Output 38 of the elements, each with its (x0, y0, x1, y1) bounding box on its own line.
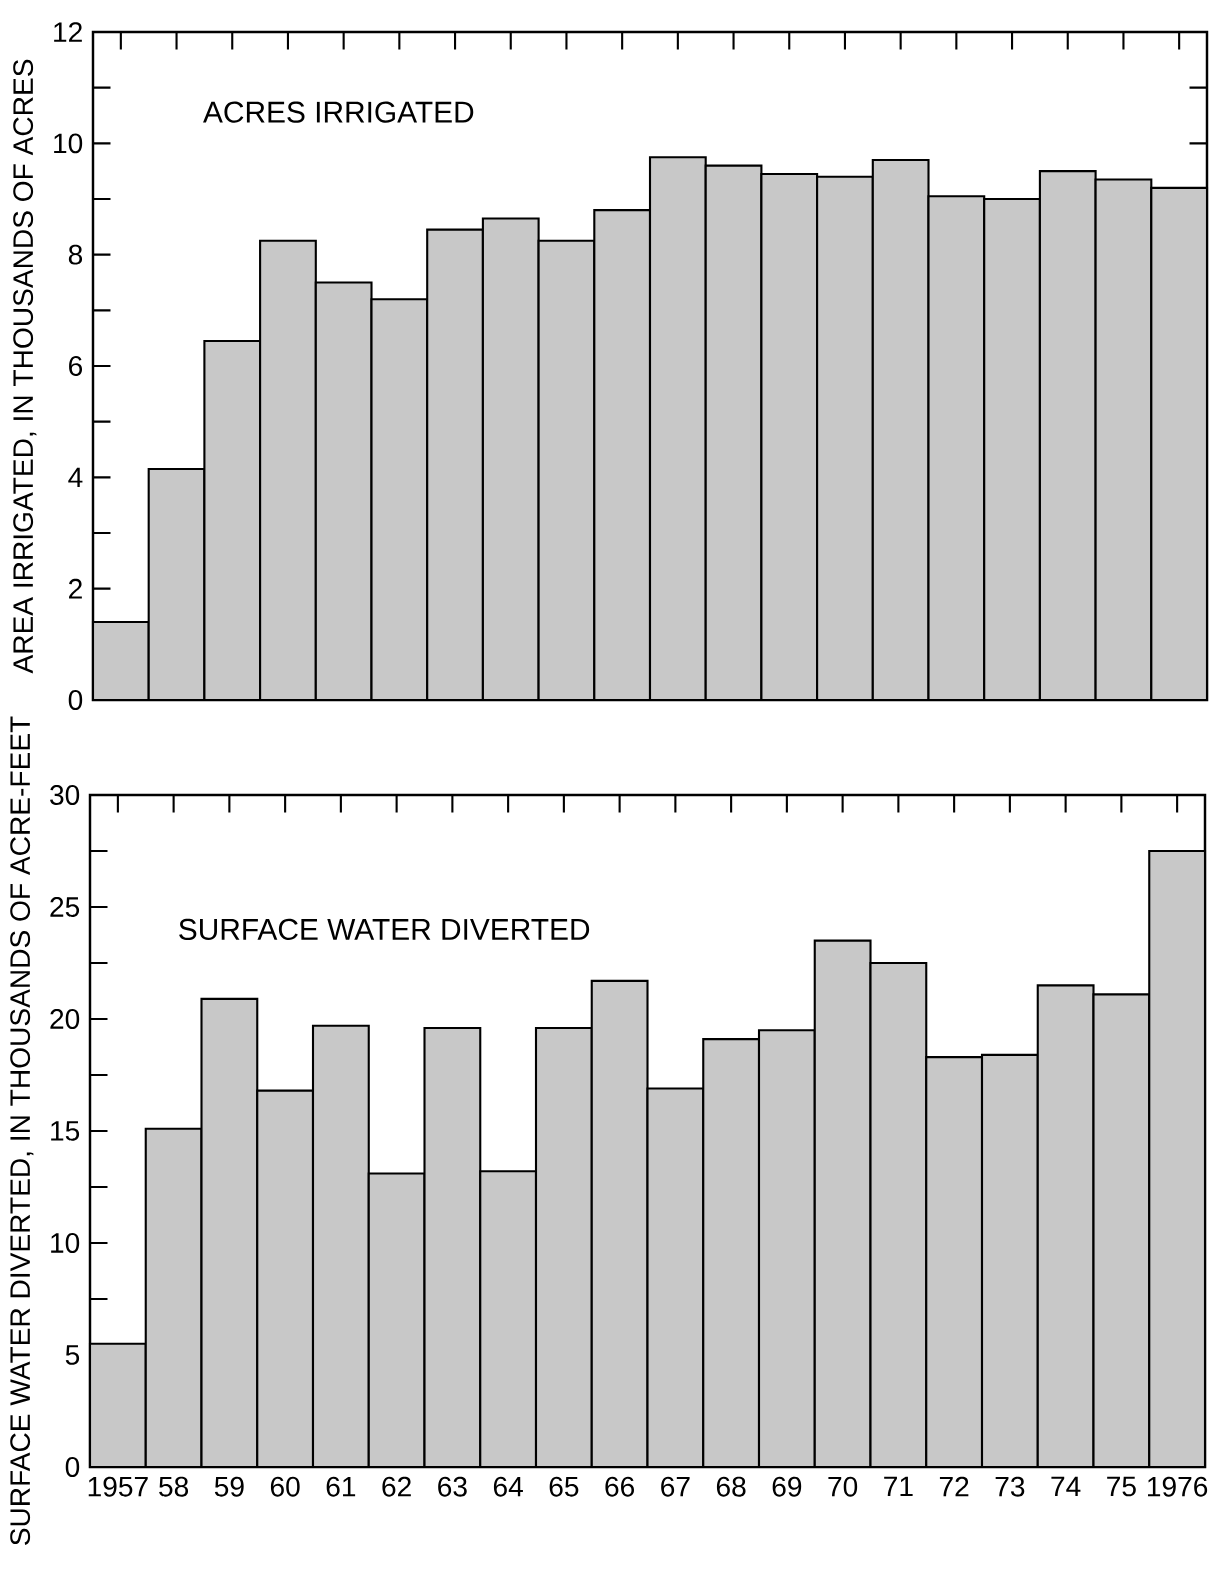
x-tick-label: 61 (326, 1476, 356, 1497)
y-tick-label: 4 (68, 467, 83, 487)
y-tick-label: 0 (65, 1457, 80, 1477)
y-tick-label: 10 (54, 133, 83, 154)
y-tick-label: 5 (65, 1345, 80, 1365)
x-tick-label: 65 (549, 1476, 579, 1497)
y-tick-label: 12 (54, 22, 82, 42)
y-tick-label: 30 (50, 785, 80, 805)
y-tick-label: 25 (50, 897, 80, 917)
annotation: SURFACE WATER DIVERTED (179, 918, 590, 940)
y-tick-label: 10 (51, 1233, 80, 1253)
x-tick-label: 68 (716, 1476, 746, 1497)
y-tick-label: 0 (68, 690, 83, 710)
y-tick-label: 15 (51, 1121, 80, 1141)
x-tick-label: 63 (438, 1476, 467, 1497)
annotation: ACRES IRRIGATED (203, 101, 474, 123)
x-tick-label: 66 (605, 1476, 635, 1497)
x-tick-label: 60 (270, 1476, 300, 1497)
y-tick-label: 6 (69, 356, 83, 376)
y-tick-label: 20 (50, 1009, 80, 1029)
y-tick-label: 8 (68, 244, 83, 265)
x-tick-label: 73 (995, 1476, 1025, 1497)
x-tick-label: 62 (382, 1476, 411, 1497)
x-tick-label: 1957 (88, 1476, 148, 1497)
x-tick-label: 59 (214, 1476, 244, 1497)
x-tick-label: 74 (1051, 1476, 1081, 1497)
x-tick-label: 69 (772, 1476, 802, 1497)
x-tick-label: 71 (884, 1476, 913, 1497)
x-tick-label: 75 (1107, 1476, 1136, 1497)
y-axis-title: AREA IRRIGATED, IN THOUSANDS OF ACRES (13, 59, 37, 674)
x-tick-label: 1976 (1148, 1476, 1208, 1497)
y-axis-title: SURFACE WATER DIVERTED, IN THOUSANDS OF ACRE-FEET (10, 716, 34, 1546)
x-tick-label: 58 (159, 1476, 189, 1497)
y-tick-label: 2 (69, 578, 82, 599)
x-tick-label: 72 (939, 1476, 969, 1497)
x-tick-label: 67 (661, 1476, 690, 1497)
x-tick-label: 70 (828, 1476, 858, 1497)
x-tick-label: 64 (493, 1476, 523, 1497)
